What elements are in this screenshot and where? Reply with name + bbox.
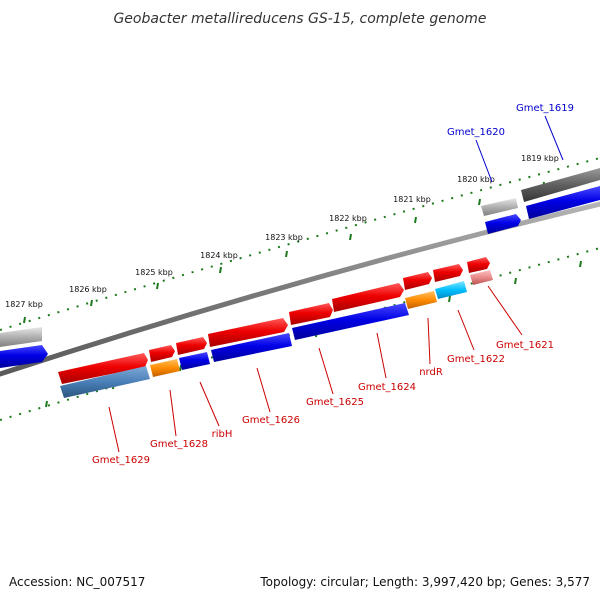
major-tick bbox=[478, 198, 481, 206]
cds-arrow bbox=[292, 303, 409, 340]
major-tick bbox=[285, 250, 288, 258]
lower-gene-labels: Gmet_1621 Gmet_1622 nrdR Gmet_1624 Gmet_… bbox=[92, 285, 554, 466]
gene-label: Gmet_1628 bbox=[150, 439, 208, 450]
upper-tick-track bbox=[0, 157, 600, 331]
major-tick bbox=[179, 364, 182, 372]
kbp-label: 1827 kbp bbox=[5, 300, 43, 309]
major-tick bbox=[45, 400, 48, 408]
kbp-label: 1822 kbp bbox=[329, 214, 367, 223]
gene-arrow bbox=[433, 264, 463, 282]
gene-label: Gmet_1620 bbox=[447, 127, 505, 138]
major-tick bbox=[156, 282, 159, 290]
leader-line bbox=[199, 381, 220, 427]
gene-label: Gmet_1624 bbox=[358, 382, 416, 393]
cds-arrow bbox=[211, 333, 292, 362]
leader-line bbox=[169, 389, 177, 437]
topology-summary: Topology: circular; Length: 3,997,420 bp… bbox=[259, 575, 590, 589]
genome-title: Geobacter metallireducens GS-15, complet… bbox=[113, 11, 486, 27]
gene-arrow bbox=[58, 353, 148, 384]
major-tick bbox=[448, 295, 451, 303]
gene-arrow bbox=[332, 283, 404, 312]
gene-label: ribH bbox=[212, 429, 233, 440]
rna-box bbox=[150, 359, 180, 377]
cds-arrow bbox=[60, 366, 150, 398]
gene-arrow bbox=[289, 303, 333, 325]
major-tick bbox=[219, 266, 222, 274]
cds-arrow bbox=[179, 352, 210, 370]
leader-line bbox=[487, 285, 523, 336]
leader-line bbox=[475, 139, 493, 183]
cds-arrow bbox=[485, 214, 521, 234]
gene-arrow bbox=[149, 345, 175, 362]
gene-label: nrdR bbox=[419, 367, 443, 378]
kbp-label: 1820 kbp bbox=[457, 175, 495, 184]
major-tick bbox=[349, 233, 352, 241]
leader-line bbox=[427, 317, 431, 365]
gene-label: Gmet_1619 bbox=[516, 103, 574, 114]
major-tick bbox=[414, 216, 417, 224]
upper-gene-labels: Gmet_1619 Gmet_1620 bbox=[447, 103, 574, 183]
major-tick bbox=[579, 260, 582, 268]
gene-arrow bbox=[481, 198, 518, 216]
upper-feature-row bbox=[0, 168, 600, 384]
gene-arrow bbox=[467, 257, 490, 273]
leader-line bbox=[318, 347, 334, 395]
gene-label: Gmet_1622 bbox=[447, 354, 505, 365]
major-tick bbox=[514, 277, 517, 285]
pseudo-box bbox=[470, 270, 493, 285]
misc-box bbox=[435, 281, 467, 299]
rna-box bbox=[405, 291, 437, 309]
kbp-label: 1825 kbp bbox=[135, 268, 173, 277]
gene-label: Gmet_1626 bbox=[242, 415, 300, 426]
lower-feature-row bbox=[0, 186, 600, 398]
accession-label: Accession: NC_007517 bbox=[9, 575, 145, 589]
gene-label: Gmet_1621 bbox=[496, 340, 554, 351]
kbp-label: 1821 kbp bbox=[393, 195, 431, 204]
cds-arrow bbox=[526, 186, 600, 219]
leader-line bbox=[457, 309, 475, 351]
kbp-label: 1819 kbp bbox=[521, 154, 559, 163]
ruler-labels: 1819 kbp 1820 kbp 1821 kbp 1822 kbp 1823… bbox=[5, 154, 559, 309]
gene-arrow bbox=[403, 272, 432, 290]
leader-line bbox=[544, 115, 564, 161]
leader-line bbox=[256, 367, 271, 413]
kbp-label: 1826 kbp bbox=[69, 285, 107, 294]
leader-line bbox=[108, 406, 120, 453]
kbp-label: 1824 kbp bbox=[200, 251, 238, 260]
gene-arrow bbox=[521, 168, 600, 202]
gene-arrow bbox=[208, 318, 288, 347]
gene-label: Gmet_1625 bbox=[306, 397, 364, 408]
gene-arrow bbox=[176, 337, 207, 355]
leader-line bbox=[376, 332, 387, 379]
gene-arrow bbox=[0, 327, 42, 347]
cds-arrow bbox=[0, 345, 48, 368]
gene-label: Gmet_1629 bbox=[92, 455, 150, 466]
kbp-label: 1823 kbp bbox=[265, 233, 303, 242]
major-tick bbox=[90, 299, 93, 307]
major-tick bbox=[23, 316, 26, 324]
